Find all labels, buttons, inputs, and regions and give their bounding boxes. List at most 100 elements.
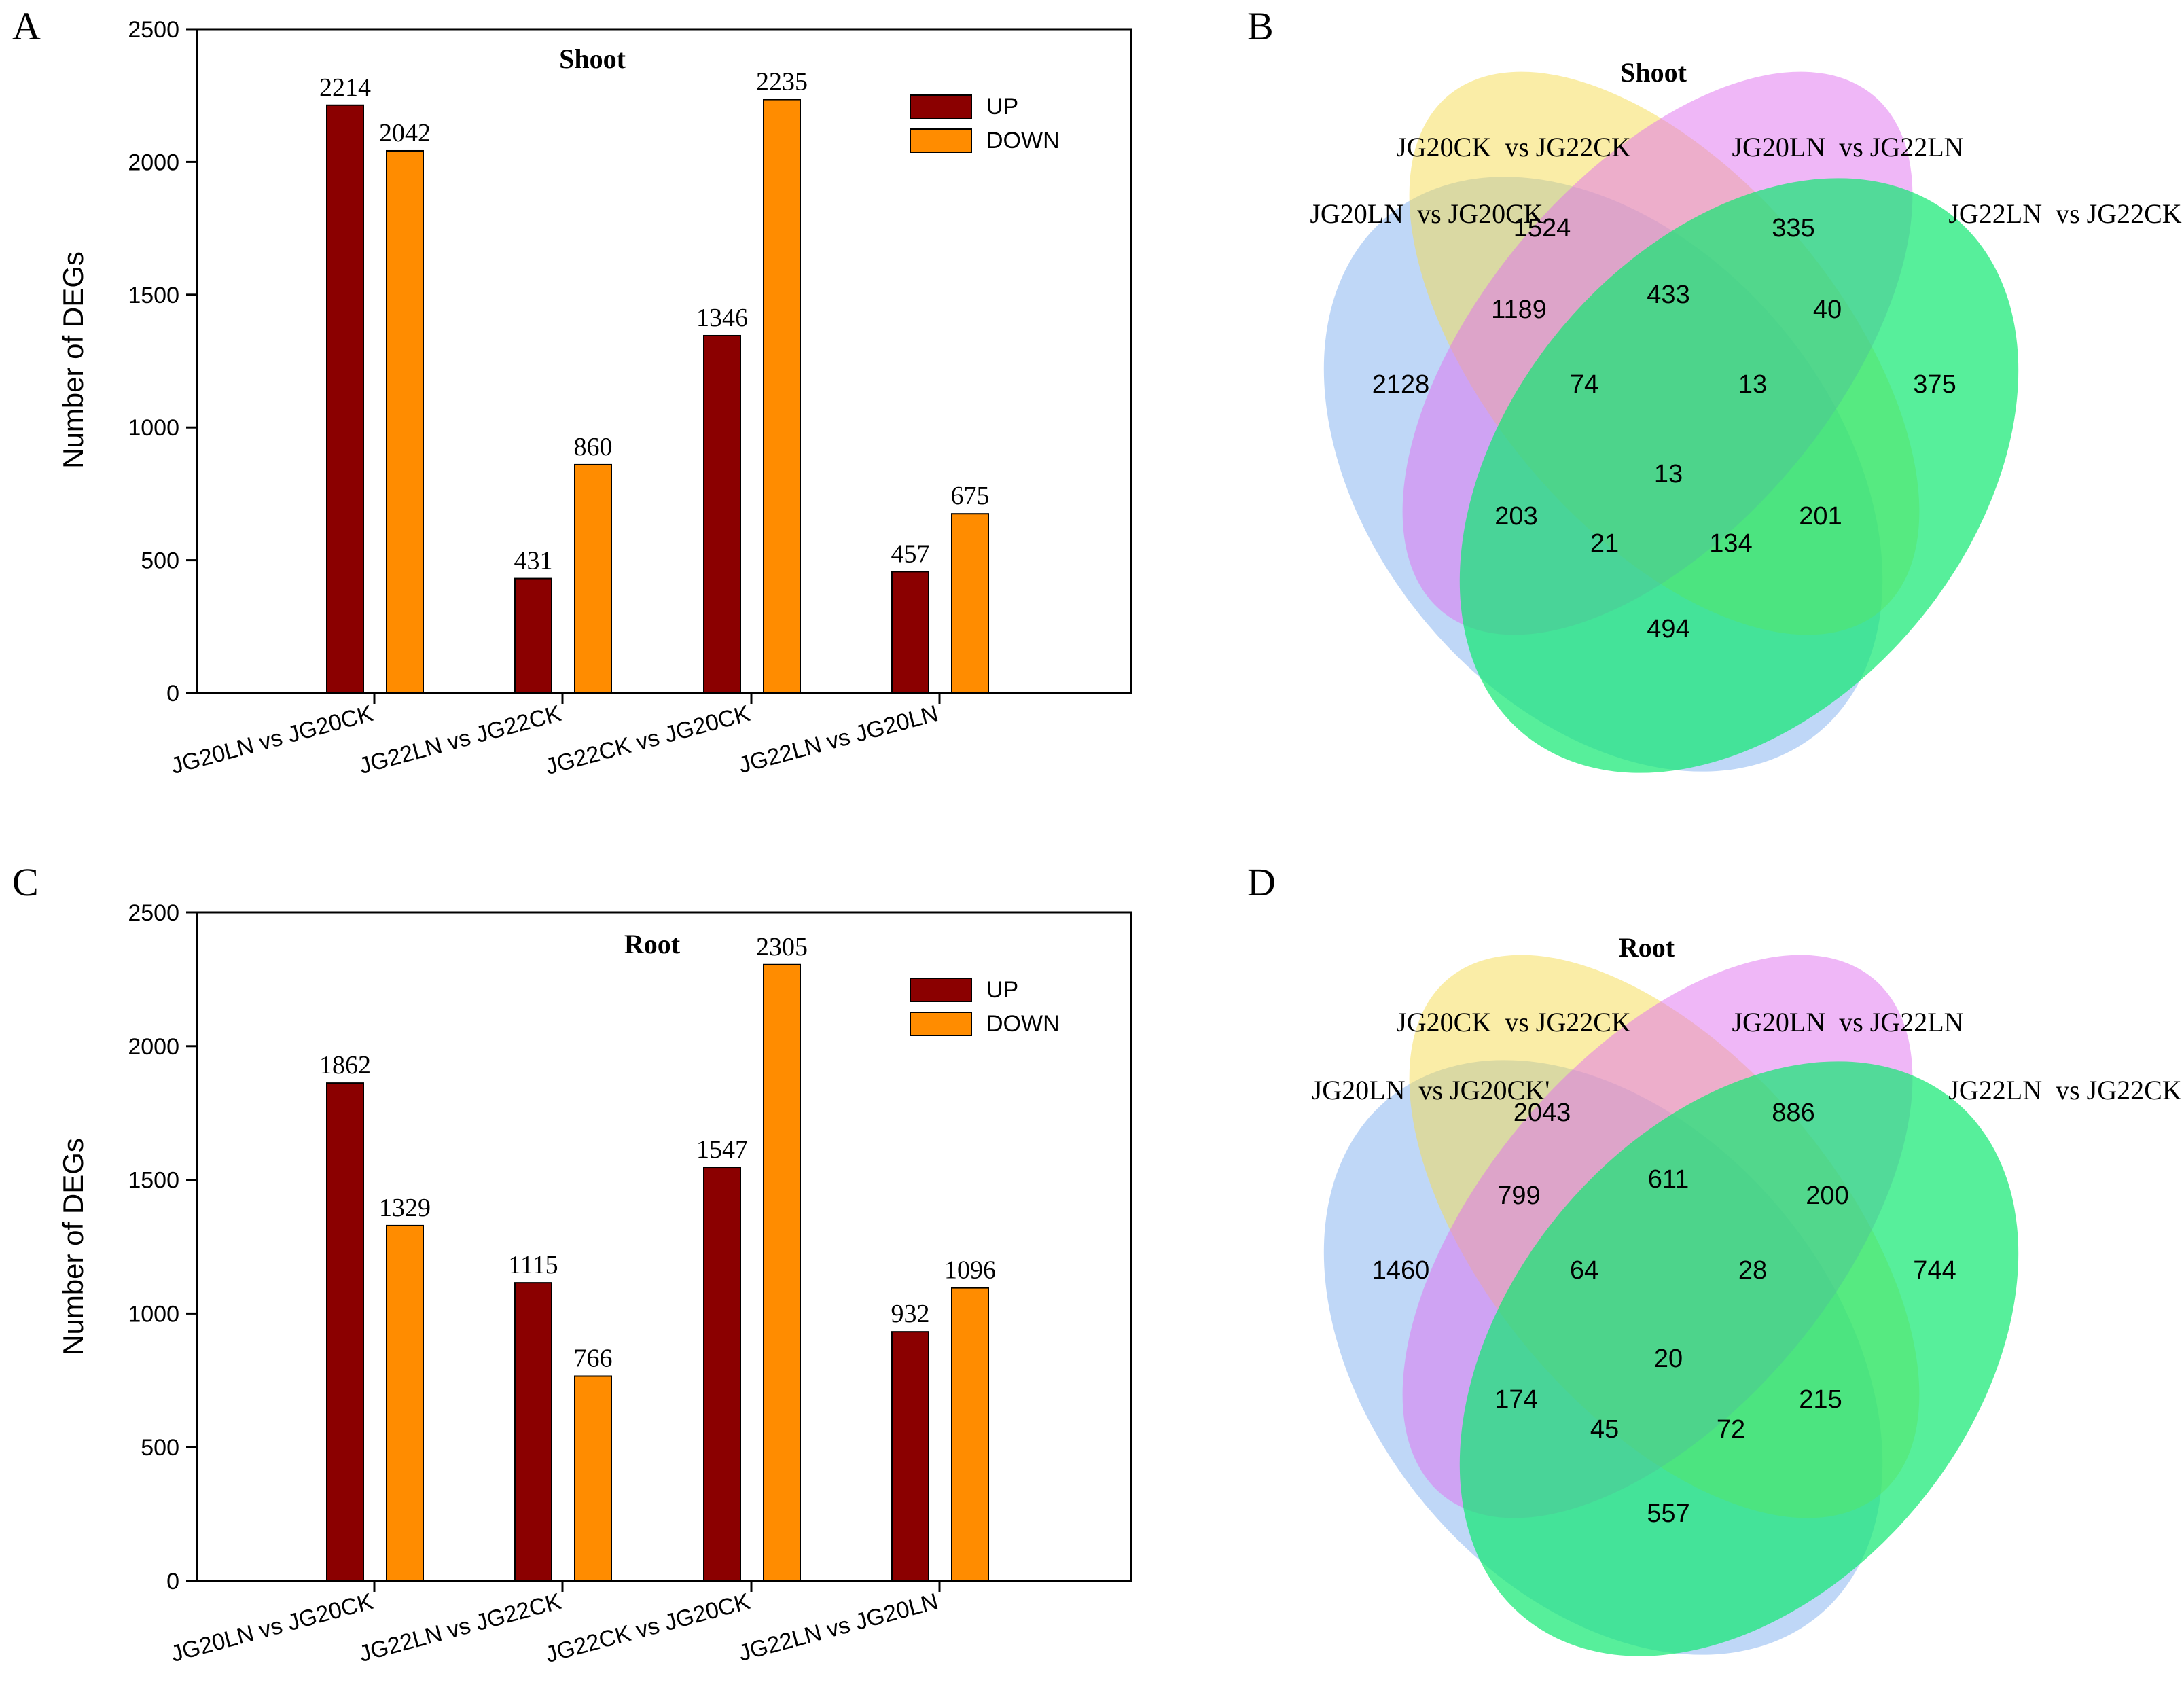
y-tick-label: 1500: [128, 1168, 179, 1194]
bar-value-label: 1547: [696, 1135, 748, 1164]
venn-region-count: 557: [1647, 1499, 1689, 1528]
venn-set-4: [1459, 178, 2019, 773]
bar-value-label: 2042: [379, 119, 431, 147]
bar-up: [891, 571, 929, 694]
y-tick-label: 2500: [128, 900, 179, 926]
venn-region-count: 494: [1647, 615, 1689, 643]
venn-region-count: 1524: [1514, 214, 1571, 243]
x-tick-label: JG20LN vs JG20CK: [168, 700, 376, 779]
y-tick-label: 1000: [128, 1301, 179, 1327]
bar-value-label: 1862: [319, 1051, 371, 1080]
legend-down-swatch: [910, 1012, 972, 1036]
y-tick-label: 1000: [128, 415, 179, 441]
venn-region-count: 20: [1654, 1345, 1683, 1373]
venn-set-3-label: JG20LN vs JG22LN: [1732, 132, 1963, 162]
venn-region-count: 2043: [1514, 1099, 1571, 1127]
venn-region-count: 799: [1497, 1181, 1540, 1210]
bar-up: [703, 334, 741, 694]
bar-down: [574, 1375, 612, 1582]
panel-letter-a: A: [12, 4, 41, 48]
bar-value-label: 1096: [944, 1256, 996, 1285]
venn-region-count: 1189: [1491, 296, 1547, 324]
venn-region-count: 45: [1590, 1415, 1619, 1444]
venn-region-count: 174: [1494, 1385, 1537, 1414]
venn-region-count: 13: [1738, 370, 1767, 399]
x-tick-label: JG22LN vs JG22CK: [357, 1588, 565, 1667]
venn-title: Shoot: [1620, 57, 1687, 88]
legend-up-swatch: [910, 94, 972, 119]
bar-down: [386, 1224, 424, 1582]
bar-up: [514, 1282, 552, 1582]
venn-region-count: 28: [1738, 1256, 1767, 1285]
venn-region-count: 1460: [1372, 1256, 1430, 1285]
bar-value-label: 860: [574, 433, 613, 461]
root-venn-diagram: Root JG20LN vs JG20CK' JG20CK vs JG22CK …: [1312, 932, 2182, 1656]
bar-value-label: 1346: [696, 304, 748, 332]
chart-title: Shoot: [559, 43, 626, 74]
venn-title: Root: [1619, 932, 1675, 963]
bar-down: [386, 149, 424, 694]
y-tick-label: 0: [166, 1569, 179, 1595]
venn-region-count: 13: [1654, 460, 1683, 488]
y-tick-label: 2000: [128, 149, 179, 175]
venn-set-4-label: JG22LN vs JG22CK: [1948, 198, 2181, 229]
bar-down: [951, 513, 989, 694]
panel-letter-c: C: [12, 860, 39, 904]
venn-region-count: 335: [1772, 214, 1814, 243]
bar-up: [891, 1331, 929, 1582]
y-tick-label: 1500: [128, 283, 179, 308]
panel-letter-d: D: [1247, 860, 1276, 904]
y-axis-label: Number of DEGs: [57, 1138, 89, 1355]
bar-value-label: 1329: [379, 1194, 431, 1222]
venn-set-3-label: JG20LN vs JG22LN: [1732, 1007, 1963, 1037]
venn-set-4-label: JG22LN vs JG22CK: [1948, 1075, 2181, 1105]
bar-value-label: 2214: [319, 73, 371, 102]
bar-value-label: 457: [891, 539, 930, 568]
x-tick-label: JG20LN vs JG20CK: [168, 1588, 376, 1667]
venn-region-count: 134: [1709, 529, 1752, 558]
venn-region-count: 74: [1570, 370, 1598, 399]
x-tick-label: JG22CK vs JG20CK: [543, 700, 753, 780]
venn-region-count: 886: [1772, 1099, 1814, 1127]
venn-region-count: 375: [1913, 370, 1956, 399]
y-tick-label: 0: [166, 681, 179, 707]
bar-down: [763, 99, 801, 694]
bar-up: [703, 1167, 741, 1582]
y-tick-label: 2000: [128, 1034, 179, 1060]
x-tick-label: JG22LN vs JG22CK: [357, 700, 565, 779]
venn-set-4: [1459, 1061, 2019, 1656]
legend: UP DOWN: [910, 94, 1060, 154]
venn-region-count: 40: [1813, 296, 1842, 324]
y-axis-label: Number of DEGs: [57, 251, 89, 469]
bar-value-label: 2305: [756, 933, 808, 961]
venn-region-count: 611: [1648, 1165, 1689, 1194]
bar-down: [951, 1287, 989, 1582]
legend-down-label: DOWN: [986, 1011, 1060, 1037]
bar-value-label: 1115: [508, 1251, 558, 1279]
venn-set-1-label: JG20LN vs JG20CK: [1310, 198, 1543, 229]
venn-region-count: 2128: [1372, 370, 1430, 399]
legend-up-label: UP: [986, 977, 1018, 1003]
venn-set-2-label: JG20CK vs JG22CK: [1396, 1007, 1631, 1037]
bar-up: [326, 1082, 364, 1582]
venn-region-count: 200: [1806, 1181, 1848, 1210]
venn-region-count: 215: [1799, 1385, 1842, 1414]
bar-down: [763, 963, 801, 1582]
venn-region-count: 21: [1590, 529, 1619, 558]
plot-frame: [196, 911, 1132, 1582]
bar-value-label: 2235: [756, 68, 808, 96]
bar-value-label: 675: [951, 482, 990, 510]
legend-down-swatch: [910, 128, 972, 153]
venn-region-count: 744: [1913, 1256, 1956, 1285]
x-tick-label: JG22LN vs JG20LN: [736, 1588, 941, 1667]
shoot-bar-chart: Number of DEGs Shoot 0 500 1000 1500 2000 250…: [57, 17, 1132, 780]
bar-down: [574, 463, 612, 694]
venn-region-count: 201: [1799, 502, 1842, 531]
venn-region-count: 64: [1570, 1256, 1598, 1285]
y-tick-label: 2500: [128, 17, 179, 43]
venn-set-2-label: JG20CK vs JG22CK: [1396, 132, 1631, 162]
y-tick-label: 500: [141, 1435, 179, 1461]
legend-up-swatch: [910, 978, 972, 1002]
panel-letter-b: B: [1247, 4, 1274, 48]
shoot-venn-diagram: Shoot JG20LN vs JG20CK JG20CK vs JG22CK …: [1310, 57, 2182, 773]
